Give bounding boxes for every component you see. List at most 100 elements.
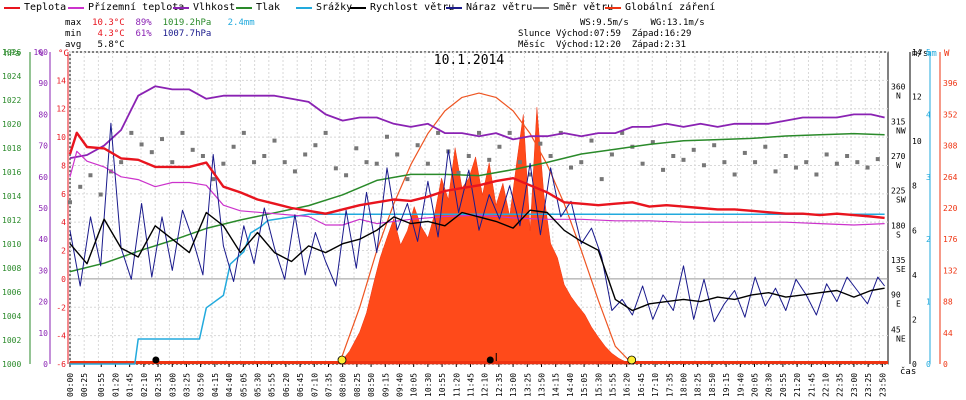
direction-point xyxy=(149,150,154,155)
temperature-line xyxy=(68,131,885,220)
dir-tick-name: S xyxy=(896,230,901,239)
sun-moon-block: WS:9.5m/s WG:13.1m/s Slunce Východ:07:59… xyxy=(518,18,705,51)
direction-point xyxy=(722,160,727,165)
wind-line xyxy=(69,209,885,312)
time-tick-label: 12:35 xyxy=(495,373,504,397)
direction-point xyxy=(793,165,798,170)
time-tick-label: 16:45 xyxy=(637,373,646,397)
direction-point xyxy=(497,144,502,149)
rad-tick-label: 220 xyxy=(943,204,958,213)
direction-point xyxy=(609,152,614,157)
direction-point xyxy=(88,173,93,178)
dir-tick-name: NW xyxy=(896,126,906,135)
direction-point xyxy=(507,130,512,135)
hpa-tick-label: 1012 xyxy=(2,216,21,225)
time-tick-label: 05:30 xyxy=(253,373,262,397)
time-tick-label: 13:25 xyxy=(523,373,532,397)
legend-label: Směr větru xyxy=(553,2,614,13)
rad-tick-label: 352 xyxy=(943,110,958,119)
rain-tick-label: 5 xyxy=(926,48,931,57)
min-pressure: 1007.7hPa xyxy=(162,29,212,39)
direction-point xyxy=(221,161,226,166)
time-tick-label: 06:20 xyxy=(282,373,291,397)
legend-label: Tlak xyxy=(256,2,281,13)
time-tick-label: 09:40 xyxy=(395,373,404,397)
temp-tick-label: 8 xyxy=(61,161,66,170)
wind-row: WS:9.5m/s WG:13.1m/s xyxy=(518,18,705,29)
direction-point xyxy=(354,146,359,151)
ground-temperature-line xyxy=(69,150,885,226)
pct-tick-label: 60 xyxy=(38,173,48,182)
legend-item: Teplota xyxy=(4,2,66,13)
direction-point xyxy=(875,157,880,162)
time-tick-label: 19:40 xyxy=(736,373,745,397)
direction-point xyxy=(323,130,328,135)
legend-label: Rychlost větru xyxy=(370,2,455,13)
direction-point xyxy=(640,161,645,166)
hpa-tick-label: 1022 xyxy=(2,96,21,105)
wind-tick-label: 10 xyxy=(912,137,922,146)
legend-item: Přízemní teplota xyxy=(68,2,184,13)
time-tick-label: 00:00 xyxy=(66,373,75,397)
hpa-tick-label: 1004 xyxy=(2,312,21,321)
rain-unit: mm xyxy=(926,49,937,59)
time-tick-label: 09:15 xyxy=(381,373,390,397)
pct-tick-label: 10 xyxy=(38,329,48,338)
time-tick-label: 22:35 xyxy=(836,373,845,397)
chart-legend: Teplota Přízemní teplota Vlhkost Tlak Srážky… xyxy=(0,2,966,16)
direction-point xyxy=(701,163,706,168)
direction-point xyxy=(845,154,850,158)
sunset-marker xyxy=(627,355,637,365)
direction-point xyxy=(292,169,297,174)
direction-point xyxy=(98,192,103,197)
time-tick-label: 21:20 xyxy=(793,373,802,397)
time-tick-label: 21:45 xyxy=(807,373,816,397)
gust-line xyxy=(69,122,885,323)
dir-tick-name: SW xyxy=(896,196,906,205)
time-tick-label: 07:35 xyxy=(324,373,333,397)
direction-point xyxy=(129,130,134,135)
time-tick-label: 16:20 xyxy=(623,373,632,397)
direction-point xyxy=(477,130,481,135)
rain-tick-label: 4 xyxy=(926,110,931,119)
hpa-tick-label: 1026 xyxy=(2,48,21,57)
hpa-tick-label: 1002 xyxy=(2,336,21,345)
moonset-marker xyxy=(152,356,160,364)
wind-tick-label: 12 xyxy=(912,93,922,102)
wind-tick-label: 8 xyxy=(912,182,917,191)
legend-swatch xyxy=(533,6,549,9)
hpa-tick-label: 1006 xyxy=(2,288,21,297)
time-tick-label: 03:50 xyxy=(197,373,206,397)
hpa-tick-label: 1018 xyxy=(2,144,21,153)
hpa-tick-label: 1010 xyxy=(2,240,21,249)
direction-point xyxy=(456,170,461,175)
rad-tick-label: 132 xyxy=(943,266,958,275)
sunrise-value: Východ:07:59 xyxy=(555,29,621,39)
legend-swatch xyxy=(4,6,20,9)
hpa-tick-label: 1008 xyxy=(2,264,21,273)
pct-tick-label: 50 xyxy=(38,204,48,213)
direction-point xyxy=(763,144,768,149)
direction-point xyxy=(436,130,441,135)
dir-tick-name: N xyxy=(896,92,901,101)
wind-tick-label: 0 xyxy=(912,360,917,369)
direction-point xyxy=(119,160,124,165)
legend-swatch xyxy=(236,6,252,9)
rad-unit: W xyxy=(944,49,950,59)
time-tick-label: 05:55 xyxy=(268,373,277,397)
temp-tick-label: 14 xyxy=(56,76,66,85)
pct-tick-label: 90 xyxy=(38,79,48,88)
legend-item: Srážky xyxy=(296,2,352,13)
hpa-tick-label: 1000 xyxy=(2,360,21,369)
direction-point xyxy=(68,200,72,205)
legend-label: Náraz větru xyxy=(466,2,533,13)
legend-swatch xyxy=(446,6,462,9)
max-rain: 2.4mm xyxy=(227,18,255,28)
min-temp: 4.3°C xyxy=(97,29,125,39)
moonset-value: Západ:2:31 xyxy=(631,40,686,50)
time-tick-label: 08:50 xyxy=(367,373,376,397)
time-tick-label: 03:00 xyxy=(168,373,177,397)
dir-tick-label: 180 xyxy=(891,221,906,230)
moonrise-marker xyxy=(486,356,494,364)
direction-point xyxy=(855,160,860,165)
